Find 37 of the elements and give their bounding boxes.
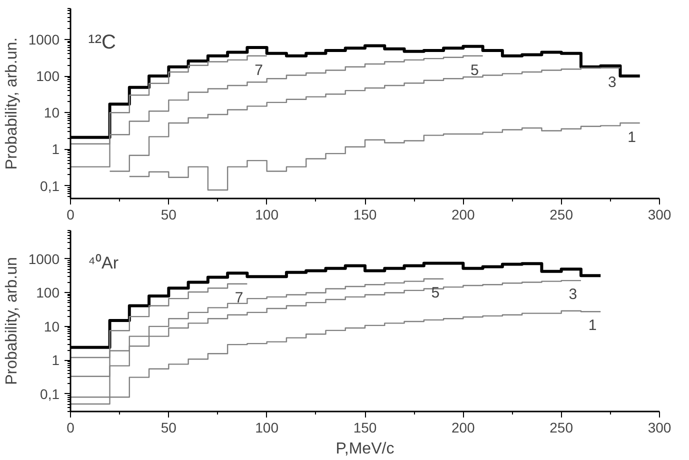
y-tick-label: 100 (36, 68, 60, 84)
x-tick-label: 250 (550, 420, 574, 436)
y-tick-label: 10 (44, 104, 60, 121)
x-tick-label: 50 (160, 420, 177, 436)
y-axis-title: Probability, arb.un. (3, 37, 20, 170)
y-tick-label: 1 (52, 141, 60, 158)
y-tick-label: 1000 (28, 31, 60, 48)
x-tick-label: 0 (66, 420, 75, 436)
x-tick-label: 150 (353, 206, 377, 222)
series-label: 3 (568, 286, 578, 304)
x-tick-label: 0 (66, 206, 75, 222)
series-label: 7 (254, 62, 263, 80)
x-tick-label: 150 (353, 420, 377, 436)
y-tick-label: 1 (52, 352, 60, 368)
y-tick-label: 0,1 (40, 386, 60, 402)
x-tick-label: 300 (648, 420, 672, 436)
x-axis-title: P,MeV/c (336, 440, 394, 458)
x-tick-label: 100 (255, 206, 279, 222)
annotation: ⁴⁰Ar (88, 254, 119, 273)
x-tick-label: 100 (255, 420, 279, 436)
x-tick-label: 50 (160, 206, 177, 222)
x-tick-label: 250 (550, 206, 574, 222)
series-label: 7 (234, 289, 244, 306)
x-tick-label: 300 (648, 206, 672, 222)
series-label: 1 (588, 317, 597, 334)
series-label: 3 (608, 74, 616, 91)
y-tick-label: 1000 (28, 250, 60, 267)
y-axis-title: Probability, arb.un (3, 257, 20, 385)
series-label: 1 (628, 129, 636, 146)
x-tick-label: 200 (451, 206, 476, 222)
annotation: ¹²C (88, 32, 116, 54)
y-tick-label: 10 (44, 318, 60, 334)
series-label: 5 (470, 62, 479, 80)
series-label: 5 (431, 284, 440, 302)
y-tick-label: 100 (36, 284, 60, 301)
x-tick-label: 200 (451, 420, 476, 436)
y-tick-label: 0,1 (40, 178, 60, 194)
